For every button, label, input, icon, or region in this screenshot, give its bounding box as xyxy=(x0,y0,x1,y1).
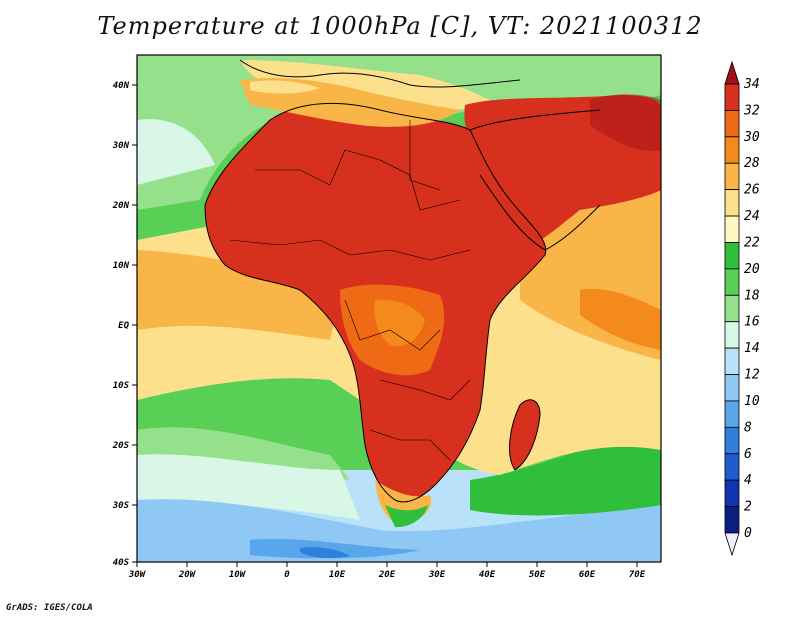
lon-label: 10E xyxy=(329,570,346,580)
temperature-field xyxy=(137,55,661,562)
longitude-axis: 30W 20W 10W 0 10E 20E 30E 40E 50E 60E 70… xyxy=(128,562,646,580)
colorbar-segment xyxy=(724,479,740,507)
colorbar-label: 26 xyxy=(744,183,760,198)
colorbar-segment xyxy=(724,83,740,111)
colorbar-label: 22 xyxy=(744,235,760,250)
lon-label: 20E xyxy=(378,570,396,580)
lat-label: EQ xyxy=(118,321,129,331)
colorbar-segment xyxy=(724,426,740,455)
colorbar-label: 34 xyxy=(743,77,760,92)
lon-label: 70E xyxy=(629,570,646,580)
arabia-coastline xyxy=(469,109,601,251)
colorbar-label: 30 xyxy=(743,130,760,145)
lat-label: 10N xyxy=(113,261,130,271)
lon-label: 60E xyxy=(579,570,596,580)
africa-coastline xyxy=(204,103,547,503)
colorbar-segment xyxy=(724,321,740,349)
latitude-axis: 40N 30N 20N 10N EQ 10S 20S 30S 40S xyxy=(112,81,137,568)
lat-label: 40N xyxy=(113,81,130,91)
colorbar-label: 4 xyxy=(744,473,752,488)
colorbar-label: 20 xyxy=(744,262,760,277)
colorbar-segment xyxy=(724,400,740,428)
lon-label: 10W xyxy=(229,570,247,580)
madagascar-coastline xyxy=(509,399,541,471)
colorbar-cap-top xyxy=(724,60,740,85)
lon-label: 0 xyxy=(284,570,290,580)
europe-coastline xyxy=(239,59,521,88)
colorbar-segment xyxy=(724,268,740,296)
colorbar-segment xyxy=(724,506,740,534)
colorbar-segment xyxy=(724,242,740,270)
colorbar-label: 6 xyxy=(744,447,752,462)
colorbar-segment xyxy=(724,347,740,375)
colorbar-segment xyxy=(724,162,740,191)
colorbar-segment xyxy=(724,110,740,138)
colorbar-segment xyxy=(724,453,740,481)
colorbar-segment xyxy=(724,189,740,217)
map-frame xyxy=(136,54,662,563)
colorbar-label: 28 xyxy=(744,156,760,171)
colorbar-segment xyxy=(724,374,740,402)
lon-label: 20W xyxy=(178,570,197,580)
colorbar-segment xyxy=(724,294,740,323)
lat-label: 20S xyxy=(112,441,130,451)
colorbar-label: 24 xyxy=(744,209,760,224)
credit-text: GrADS: IGES/COLA xyxy=(6,603,93,613)
lon-label: 40E xyxy=(479,570,496,580)
colorbar-segment xyxy=(724,215,740,243)
colorbar-label: 32 xyxy=(743,103,760,118)
lat-label: 30S xyxy=(112,501,130,511)
colorbar-cap-bottom xyxy=(724,532,740,557)
colorbar-label: 12 xyxy=(744,368,760,383)
map-title: Temperature at 1000hPa [C], VT: 20211003… xyxy=(97,12,703,40)
lat-label: 10S xyxy=(113,381,130,391)
colorbar-label: 0 xyxy=(744,526,752,541)
lat-label: 30N xyxy=(112,141,130,151)
lat-label: 20N xyxy=(112,201,130,211)
colorbar-label: 14 xyxy=(744,341,760,356)
colorbar-label: 8 xyxy=(744,420,752,435)
colorbar-segment xyxy=(724,136,740,164)
lon-label: 30W xyxy=(128,570,147,580)
colorbar-label: 2 xyxy=(744,500,752,515)
colorbar-label: 10 xyxy=(744,394,760,409)
colorbar-label: 16 xyxy=(744,315,760,330)
country-borders xyxy=(229,120,471,461)
colorbar-label: 18 xyxy=(744,288,760,303)
lon-label: 30E xyxy=(428,570,446,580)
lat-label: 40S xyxy=(113,558,130,568)
lon-label: 50E xyxy=(529,570,546,580)
